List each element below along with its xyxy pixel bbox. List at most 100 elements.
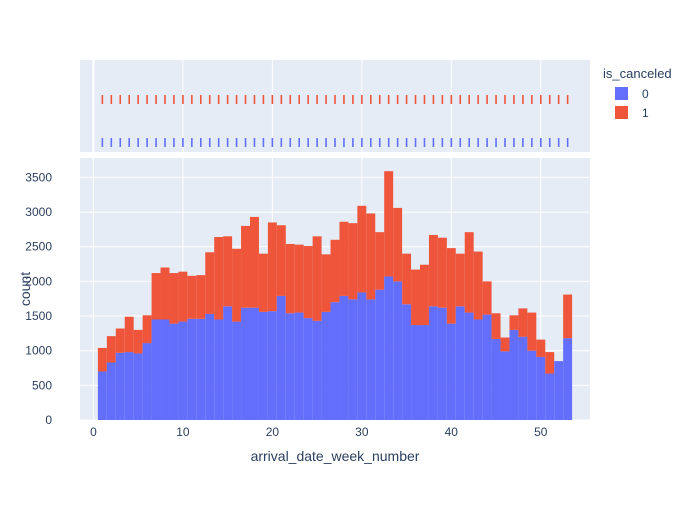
y-axis-title: count bbox=[17, 272, 33, 306]
bar-week-47-series-0 bbox=[509, 329, 519, 420]
bar-week-42-series-1 bbox=[464, 232, 474, 313]
bar-week-50-series-0 bbox=[536, 356, 546, 420]
bar-week-22-series-1 bbox=[285, 243, 295, 314]
legend-item-0[interactable]: 0 bbox=[615, 87, 649, 101]
bar-week-24-series-0 bbox=[303, 318, 313, 420]
y-tick-label: 2500 bbox=[25, 240, 52, 254]
bar-week-4-series-1 bbox=[124, 316, 134, 353]
legend-item-1[interactable]: 1 bbox=[615, 106, 649, 120]
bar-week-15-series-1 bbox=[223, 236, 233, 307]
bar-week-9-series-0 bbox=[169, 323, 179, 420]
bar-week-6-series-1 bbox=[142, 315, 152, 344]
bar-week-48-series-0 bbox=[518, 336, 528, 420]
bar-week-12-series-0 bbox=[196, 318, 206, 420]
bar-week-41-series-1 bbox=[455, 253, 465, 307]
bar-week-48-series-1 bbox=[518, 308, 528, 337]
legend[interactable]: is_canceled 0 1 bbox=[603, 66, 672, 120]
bar-week-21-series-1 bbox=[276, 225, 286, 296]
bar-week-24-series-1 bbox=[303, 246, 313, 319]
bar-week-39-series-0 bbox=[437, 307, 447, 420]
bar-week-36-series-1 bbox=[411, 269, 420, 326]
x-axis-ticks: 0 10 20 30 40 50 bbox=[90, 425, 548, 439]
bar-week-50-series-1 bbox=[536, 339, 546, 357]
bar-week-45-series-0 bbox=[491, 338, 501, 420]
bar-week-15-series-0 bbox=[223, 306, 233, 420]
bar-week-51-series-1 bbox=[545, 352, 555, 374]
bar-week-28-series-0 bbox=[339, 295, 349, 420]
bar-week-17-series-1 bbox=[241, 225, 250, 308]
bar-week-5-series-0 bbox=[133, 353, 143, 420]
bar-week-32-series-0 bbox=[375, 289, 385, 420]
bar-week-17-series-0 bbox=[241, 307, 250, 420]
bar-week-27-series-0 bbox=[330, 302, 340, 420]
bar-week-29-series-1 bbox=[348, 223, 358, 300]
bar-week-28-series-1 bbox=[339, 221, 349, 296]
bar-week-26-series-1 bbox=[321, 254, 331, 312]
bar-week-8-series-1 bbox=[160, 267, 170, 320]
bar-week-44-series-0 bbox=[482, 314, 492, 420]
x-tick-label: 0 bbox=[90, 425, 97, 439]
bar-week-20-series-1 bbox=[267, 222, 277, 312]
bar-week-37-series-1 bbox=[420, 264, 429, 326]
bar-week-23-series-0 bbox=[294, 312, 304, 420]
bar-week-43-series-0 bbox=[473, 319, 483, 420]
bar-week-41-series-0 bbox=[455, 306, 465, 420]
bar-week-18-series-1 bbox=[250, 216, 259, 308]
x-tick-label: 50 bbox=[534, 425, 548, 439]
legend-swatch-0 bbox=[615, 87, 628, 100]
bar-week-10-series-1 bbox=[178, 271, 188, 322]
bar-week-34-series-0 bbox=[393, 281, 403, 420]
rug-plot-background bbox=[80, 60, 590, 152]
bar-week-10-series-0 bbox=[178, 321, 188, 420]
bar-week-14-series-0 bbox=[214, 319, 224, 420]
bar-week-52-series-0 bbox=[554, 361, 564, 420]
bar-week-31-series-1 bbox=[366, 213, 376, 300]
y-tick-label: 0 bbox=[45, 413, 52, 427]
bar-week-9-series-1 bbox=[169, 273, 179, 324]
legend-label-1: 1 bbox=[642, 106, 649, 120]
bar-week-30-series-1 bbox=[357, 205, 367, 293]
bar-week-53-series-1 bbox=[563, 294, 573, 339]
bar-week-13-series-1 bbox=[205, 252, 215, 314]
bar-week-40-series-0 bbox=[446, 323, 456, 420]
y-tick-label: 3000 bbox=[25, 205, 52, 219]
bar-week-23-series-1 bbox=[294, 244, 304, 313]
bar-week-29-series-0 bbox=[348, 299, 358, 420]
bar-week-11-series-0 bbox=[187, 318, 197, 420]
bar-week-49-series-1 bbox=[527, 312, 537, 351]
bar-week-51-series-0 bbox=[545, 373, 555, 420]
bar-week-12-series-1 bbox=[196, 275, 206, 319]
bar-week-44-series-1 bbox=[482, 281, 492, 315]
bar-week-47-series-1 bbox=[509, 315, 519, 330]
bar-week-33-series-0 bbox=[384, 276, 394, 420]
x-tick-label: 20 bbox=[266, 425, 280, 439]
bar-week-38-series-1 bbox=[428, 234, 438, 307]
bar-week-6-series-0 bbox=[142, 343, 152, 420]
bar-week-35-series-0 bbox=[402, 304, 412, 420]
bar-week-25-series-1 bbox=[312, 236, 322, 321]
bar-week-3-series-0 bbox=[115, 352, 125, 420]
bar-week-42-series-0 bbox=[464, 312, 474, 420]
y-tick-label: 1000 bbox=[25, 344, 52, 358]
y-axis-ticks: 0 500 1000 1500 2000 2500 3000 3500 bbox=[25, 170, 52, 427]
bar-week-1-series-0 bbox=[97, 371, 107, 420]
bar-week-31-series-0 bbox=[366, 299, 376, 420]
rug-grid bbox=[92, 60, 542, 152]
bar-week-32-series-1 bbox=[375, 232, 385, 290]
bar-week-5-series-1 bbox=[133, 329, 143, 354]
histogram-bars bbox=[97, 171, 573, 420]
bar-week-38-series-0 bbox=[428, 306, 438, 420]
bar-week-27-series-1 bbox=[330, 239, 340, 303]
bar-week-22-series-0 bbox=[285, 313, 295, 420]
x-tick-label: 40 bbox=[445, 425, 459, 439]
bar-week-53-series-0 bbox=[563, 338, 573, 420]
bar-week-25-series-0 bbox=[312, 320, 322, 420]
legend-label-0: 0 bbox=[642, 87, 649, 101]
legend-swatch-1 bbox=[615, 106, 628, 119]
y-tick-label: 3500 bbox=[25, 170, 52, 184]
y-tick-label: 500 bbox=[32, 378, 52, 392]
bar-week-2-series-1 bbox=[106, 336, 116, 363]
bar-week-2-series-0 bbox=[106, 362, 116, 420]
x-tick-label: 30 bbox=[355, 425, 369, 439]
